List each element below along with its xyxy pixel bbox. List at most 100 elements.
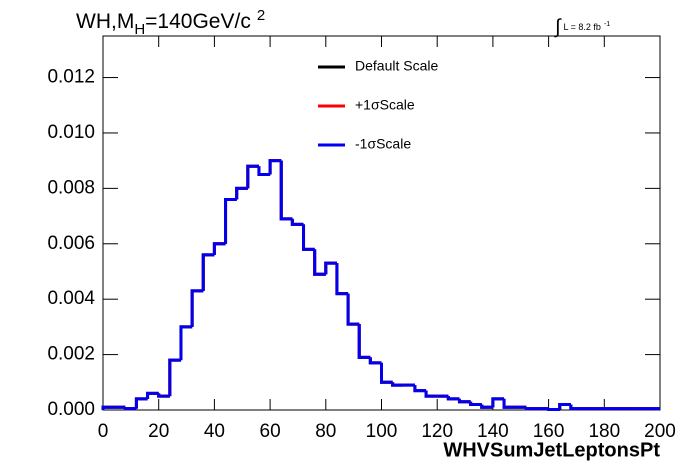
histogram-step [357, 324, 371, 359]
histogram-step [391, 382, 404, 387]
histogram-step [268, 159, 282, 175]
histogram-step [190, 289, 204, 327]
title-text: =140GeV/c [145, 10, 251, 33]
histogram-step [123, 407, 137, 411]
y-tick-label: 0.004 [47, 288, 95, 309]
histogram-step [279, 160, 293, 221]
histogram-step [324, 261, 337, 275]
histogram-step [313, 249, 326, 276]
histogram-step [179, 325, 193, 361]
histogram-step [335, 263, 349, 296]
histogram-step [469, 401, 482, 406]
histogram-step [157, 393, 170, 398]
histogram-step [313, 249, 326, 276]
histogram-step [212, 242, 226, 255]
histogram-step [279, 160, 293, 221]
histogram-step [502, 398, 516, 409]
legend-label: Default Scale [355, 58, 438, 74]
title-superscript: 2 [257, 7, 265, 24]
histogram-step [168, 358, 181, 397]
histogram-step [302, 224, 315, 251]
x-tick-label: 60 [260, 421, 281, 442]
histogram-step [380, 362, 393, 384]
histogram-step [313, 249, 326, 276]
histogram-step [335, 263, 349, 296]
luminosity-exponent: -1 [604, 21, 610, 28]
x-tick-label: 80 [315, 421, 336, 442]
histogram-step [246, 164, 259, 189]
histogram-step [224, 197, 237, 244]
histogram-step [346, 293, 360, 326]
histogram-step [335, 263, 349, 296]
histogram-step [134, 397, 148, 409]
histogram-step [235, 186, 248, 200]
x-tick-label: 40 [204, 421, 225, 442]
histogram-step [168, 358, 181, 397]
histogram-step [201, 253, 215, 291]
x-tick-label: 140 [477, 421, 509, 442]
histogram-step [491, 397, 505, 408]
histogram-step [212, 242, 226, 255]
histogram-step [368, 357, 382, 365]
histogram-step [257, 166, 271, 177]
y-tick-label: 0.002 [47, 344, 95, 365]
y-tick-label: 0.006 [47, 233, 95, 254]
histogram-step [224, 197, 237, 244]
histogram-step [457, 398, 471, 404]
histogram-step [201, 253, 215, 291]
histogram-step [101, 405, 115, 410]
histogram-step [346, 293, 360, 326]
histogram-step [524, 407, 538, 411]
histogram-step [413, 385, 427, 393]
histogram-step [446, 396, 460, 401]
x-tick-label: 160 [533, 421, 565, 442]
histogram-step [302, 224, 315, 251]
title-subscript: H [134, 21, 145, 38]
histogram-step [224, 197, 237, 244]
legend-label: -1σScale [355, 136, 411, 152]
histogram-step [569, 404, 583, 411]
histogram-step [380, 362, 393, 384]
x-tick-label: 20 [148, 421, 169, 442]
integral-sign: ∫ [554, 16, 562, 38]
x-tick-label: 100 [366, 421, 398, 442]
histogram-step [268, 159, 282, 175]
histogram-step [246, 164, 259, 189]
x-tick-label: 200 [644, 421, 676, 442]
y-tick-label: 0.010 [47, 122, 95, 143]
histogram-step [380, 362, 393, 384]
histogram-step [201, 253, 215, 291]
x-tick-label: 120 [421, 421, 453, 442]
histogram-step [424, 390, 438, 398]
histogram-step [246, 164, 259, 189]
x-axis-label: WHVSumJetLeptonsPt [443, 439, 660, 461]
annotation: ∫ L = 8.2 fb -1 [554, 16, 610, 38]
y-tick-label: 0.012 [47, 67, 95, 88]
histogram-step [212, 242, 226, 255]
histogram-step [190, 289, 204, 327]
x-tick-label: 0 [98, 421, 109, 442]
histogram-step [480, 404, 493, 409]
histogram-step [179, 325, 193, 361]
histogram-step [346, 293, 360, 326]
histogram-step [168, 358, 181, 397]
y-tick-label: 0.008 [47, 177, 95, 198]
histogram-step [324, 261, 337, 275]
chart-title: WH,MH=140GeV/c 2 [76, 7, 265, 38]
histogram-step [190, 289, 204, 327]
histogram-step [324, 261, 337, 275]
histogram-step [179, 325, 193, 361]
histogram-step [290, 218, 304, 226]
histogram-step [268, 159, 282, 175]
luminosity: L = 8.2 fb [563, 22, 600, 32]
histogram-step [235, 186, 248, 200]
histogram-step [547, 407, 560, 411]
title-text: WH,M [76, 10, 134, 33]
histogram-step [235, 186, 248, 200]
histogram-step [279, 160, 293, 221]
plot-frame [102, 35, 661, 411]
histogram-step [357, 324, 371, 359]
x-tick-label: 180 [588, 421, 620, 442]
histogram-step [357, 324, 371, 359]
